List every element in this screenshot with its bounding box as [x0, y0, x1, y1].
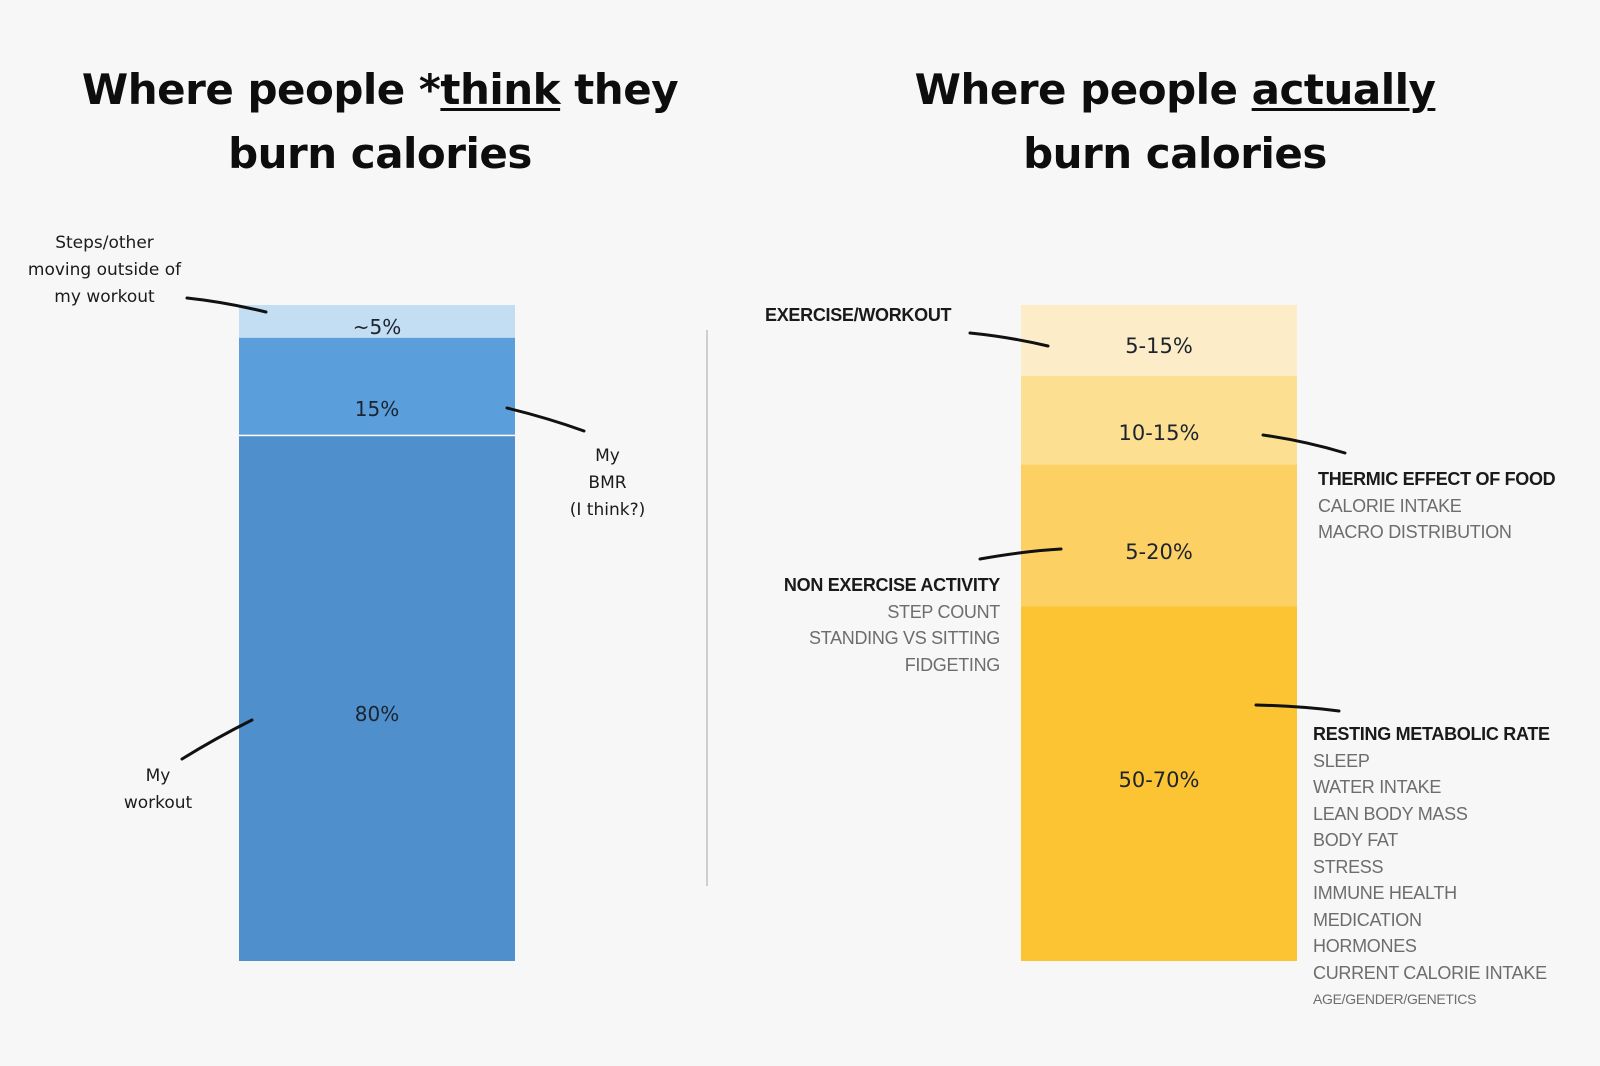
actual-label-exercise-workout: 5-15% [1125, 334, 1193, 358]
rmr-pointer-line [1254, 703, 1341, 713]
exercise-pointer-line [968, 331, 1050, 348]
title-emphasis-actually: actually [1251, 65, 1436, 114]
panel-divider [706, 330, 708, 886]
actual-label-thermic-effect-of-food: 10-15% [1119, 421, 1200, 445]
title-emphasis-think: think [440, 65, 561, 114]
right-title-line1: Where people actually [914, 65, 1436, 114]
tef-annotation: THERMIC EFFECT OF FOOD CALORIE INTAKE MA… [1318, 469, 1556, 542]
right-chart-title: Where people actually burn calories [815, 58, 1535, 186]
actual-segment-exercise-workout [1021, 305, 1297, 376]
think-segment-my-bmr-i-think [239, 337, 515, 437]
left-title-line2: burn calories [228, 129, 532, 178]
neat-annotation: NON EXERCISE ACTIVITY STEP COUNT STANDIN… [783, 575, 1000, 675]
think-segment-my-workout [239, 436, 515, 961]
actual-segment-non-exercise-activity [1021, 464, 1297, 607]
actual-stacked-bar: 5-15% 10-15% 5-20% 50-70% [1021, 305, 1297, 961]
actual-label-non-exercise-activity: 5-20% [1125, 540, 1193, 564]
actual-segment-resting-metabolic-rate [1021, 606, 1297, 961]
workout-annotation: My workout [123, 766, 193, 813]
think-label-steps-other-moving-outside-of-my-workout: ~5% [353, 315, 402, 339]
tef-pointer-line [1261, 433, 1347, 455]
bmr-pointer-line [505, 406, 586, 433]
left-chart-title: Where people *think they burn calories [40, 58, 720, 186]
think-label-my-bmr-i-think: 15% [355, 397, 399, 421]
think-stacked-bar: ~5% 15% 80% [239, 305, 515, 961]
rmr-annotation: RESTING METABOLIC RATE SLEEP WATER INTAK… [1313, 724, 1550, 1007]
actual-segment-thermic-effect-of-food [1021, 375, 1297, 465]
right-title-line2: burn calories [1023, 129, 1327, 178]
think-segment-steps-other-moving-outside-of-my-workout [239, 305, 515, 338]
workout-pointer-line [180, 718, 254, 761]
exercise-annotation: EXERCISE/WORKOUT [765, 305, 952, 325]
left-title-line1: Where people *think they [81, 65, 679, 114]
steps-annotation: Steps/other moving outside of my workout [27, 233, 182, 307]
steps-pointer-line [185, 296, 268, 314]
neat-pointer-line [978, 547, 1063, 561]
actual-label-resting-metabolic-rate: 50-70% [1119, 768, 1200, 792]
think-label-my-workout: 80% [355, 702, 399, 726]
bmr-annotation: My BMR (I think?) [569, 446, 646, 520]
